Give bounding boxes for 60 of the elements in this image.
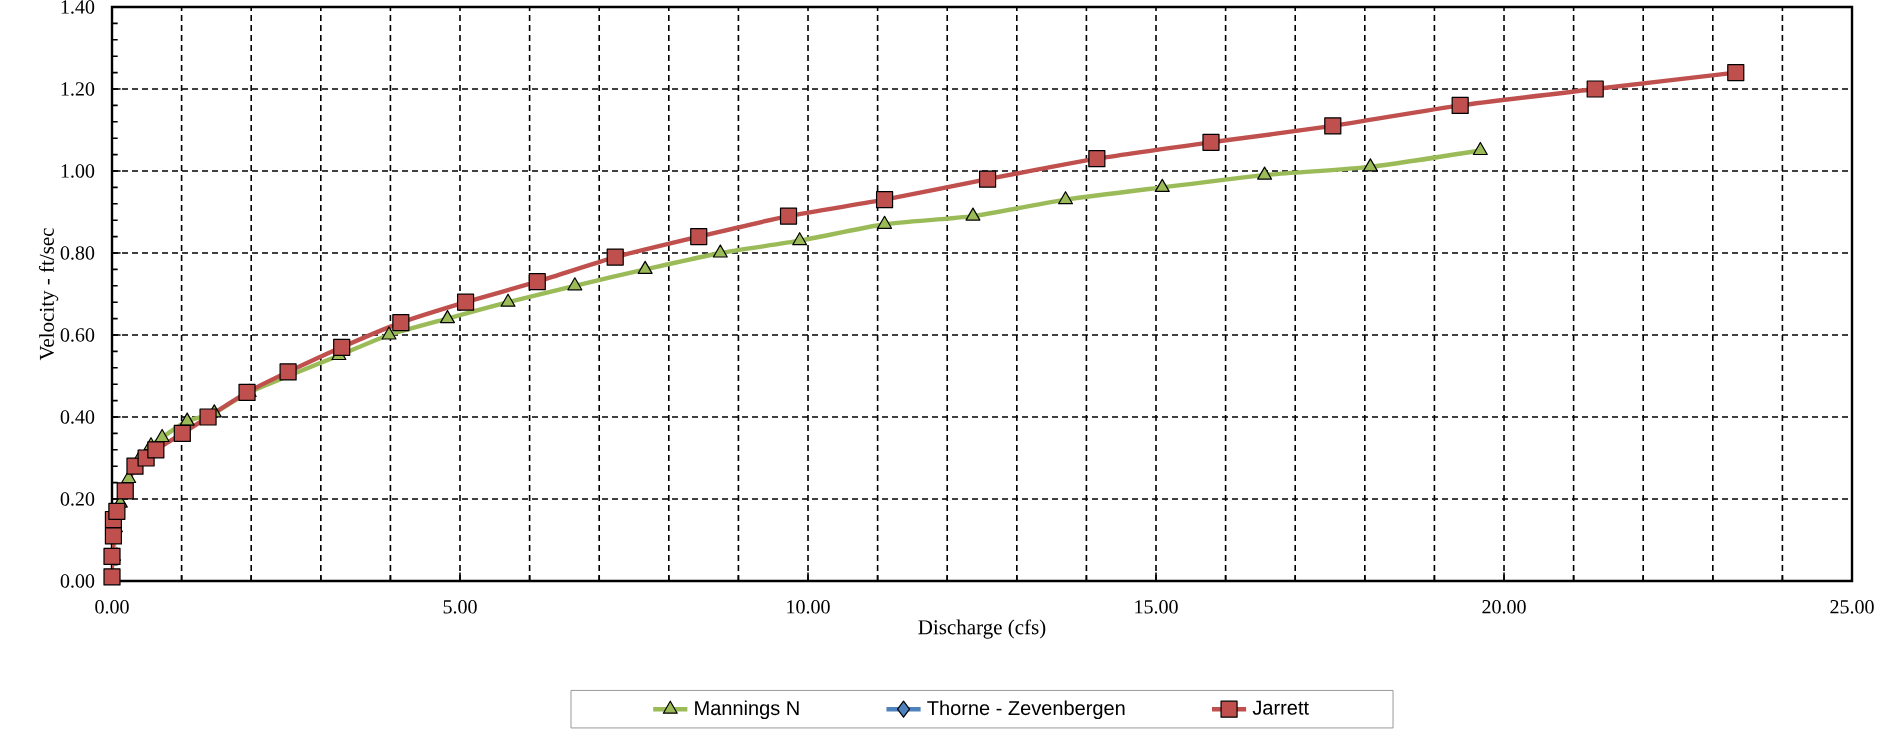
point: [965, 207, 981, 221]
point: [1088, 150, 1106, 168]
x-axis-title: Discharge (cfs): [918, 619, 1046, 639]
point: [381, 326, 397, 340]
point: [978, 170, 997, 188]
point: [690, 227, 708, 246]
y-axis-title: Velocity - ft/sec: [38, 228, 59, 361]
point: [179, 412, 195, 426]
legend-label: Jarrett: [1252, 700, 1309, 715]
x-tick-label: 10.00: [787, 600, 830, 614]
point: [199, 408, 217, 426]
point: [392, 314, 410, 332]
point: [1727, 63, 1745, 82]
point: [1451, 96, 1469, 114]
point: [147, 441, 165, 459]
point: [279, 363, 297, 381]
point: [1362, 158, 1378, 172]
y-tick-label: 0.80: [60, 246, 95, 260]
y-tick-label: 0.40: [60, 410, 95, 424]
point: [1586, 80, 1604, 98]
point: [500, 293, 516, 307]
point: [637, 260, 653, 274]
y-tick-label: 1.40: [61, 0, 95, 14]
point: [779, 207, 798, 225]
x-tick-label: 15.00: [1135, 600, 1178, 614]
point: [1324, 117, 1342, 135]
legend-label: Mannings N: [695, 700, 799, 720]
point: [173, 424, 191, 442]
y-tick-label: 0.20: [60, 492, 95, 506]
point: [238, 383, 256, 401]
point: [712, 244, 728, 258]
y-tick-label: 1.20: [61, 82, 95, 96]
point: [875, 191, 894, 209]
x-tick-label: 5.00: [443, 600, 477, 614]
point: [877, 215, 893, 229]
point: [606, 248, 624, 266]
point: [103, 547, 121, 565]
point: [1058, 191, 1074, 205]
point: [792, 232, 808, 246]
point: [1202, 133, 1220, 151]
y-tick-label: 0.00: [60, 574, 95, 588]
point: [154, 428, 170, 443]
point: [1154, 178, 1170, 192]
x-tick-label: 25.00: [1830, 600, 1874, 614]
point: [528, 273, 546, 291]
x-tick-label: 0.00: [95, 600, 129, 614]
x-tick-label: 20.00: [1482, 600, 1526, 614]
point: [439, 309, 456, 324]
y-tick-label: 0.60: [60, 328, 95, 342]
point: [456, 293, 475, 311]
point: [1257, 166, 1273, 180]
point: [104, 527, 122, 545]
point: [1472, 141, 1488, 156]
point: [333, 338, 351, 356]
y-tick-label: 1.00: [61, 164, 95, 178]
legend-label: Thorne - Zevenbergen: [927, 700, 1125, 720]
point: [116, 482, 134, 500]
point: [103, 568, 121, 586]
point: [108, 502, 126, 520]
point: [567, 277, 583, 291]
